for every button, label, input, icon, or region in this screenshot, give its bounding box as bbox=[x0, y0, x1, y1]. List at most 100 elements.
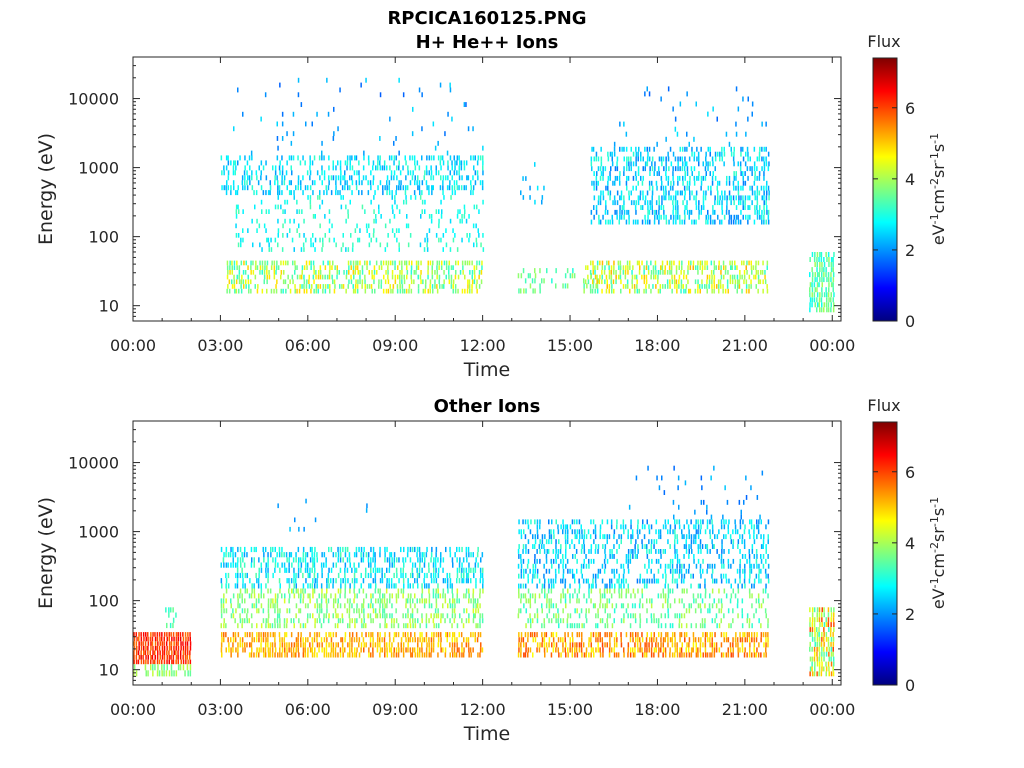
heatmap-cell bbox=[675, 279, 678, 285]
heatmap-cell bbox=[312, 593, 314, 599]
heatmap-cell bbox=[619, 171, 621, 176]
heatmap-cell bbox=[536, 608, 539, 614]
heatmap-cell bbox=[609, 171, 611, 176]
heatmap-cell bbox=[534, 268, 536, 274]
heatmap-cell bbox=[539, 268, 541, 274]
heatmap-cell bbox=[449, 546, 451, 553]
heatmap-cell bbox=[590, 519, 592, 525]
heatmap-cell bbox=[693, 219, 695, 225]
colorbar-tick-label: 2 bbox=[905, 241, 915, 260]
heatmap-cell bbox=[823, 277, 825, 283]
heatmap-cell bbox=[574, 578, 576, 584]
heatmap-cell bbox=[650, 260, 652, 266]
heatmap-cell bbox=[534, 534, 537, 540]
heatmap-cell bbox=[343, 270, 345, 275]
heatmap-cell bbox=[456, 185, 459, 191]
heatmap-cell bbox=[717, 151, 719, 157]
heatmap-cell bbox=[638, 146, 640, 152]
heatmap-cell bbox=[387, 274, 389, 280]
heatmap-cell bbox=[390, 647, 393, 653]
heatmap-cell bbox=[281, 552, 283, 558]
heatmap-cell bbox=[318, 632, 321, 638]
heatmap-cell bbox=[482, 233, 484, 238]
heatmap-cell bbox=[732, 618, 734, 624]
heatmap-cell bbox=[548, 583, 550, 589]
heatmap-cell bbox=[384, 572, 386, 579]
heatmap-cell bbox=[620, 578, 623, 584]
heatmap-cell bbox=[713, 598, 715, 604]
heatmap-cell bbox=[418, 546, 421, 553]
heatmap-cell bbox=[314, 623, 316, 629]
heatmap-cell bbox=[675, 265, 678, 270]
heatmap-cell bbox=[309, 195, 312, 200]
heatmap-cell bbox=[226, 274, 229, 280]
heatmap-cell bbox=[658, 618, 660, 624]
heatmap-cell bbox=[527, 519, 529, 525]
heatmap-cell bbox=[250, 150, 253, 156]
heatmap-cell bbox=[349, 588, 351, 594]
heatmap-cell bbox=[677, 180, 679, 186]
heatmap-cell bbox=[251, 637, 253, 643]
heatmap-cell bbox=[654, 166, 656, 172]
heatmap-cell bbox=[669, 185, 672, 191]
heatmap-cell bbox=[811, 277, 814, 283]
heatmap-cell bbox=[417, 175, 419, 181]
heatmap-cell bbox=[737, 539, 740, 545]
heatmap-cell bbox=[765, 121, 767, 127]
heatmap-cell bbox=[595, 573, 597, 579]
heatmap-cell bbox=[688, 260, 690, 266]
heatmap-cell bbox=[553, 534, 555, 540]
heatmap-cell bbox=[381, 165, 384, 171]
heatmap-cell bbox=[364, 284, 366, 289]
heatmap-cell bbox=[339, 180, 342, 186]
heatmap-cell bbox=[161, 645, 164, 651]
heatmap-cell bbox=[523, 603, 525, 609]
heatmap-cell bbox=[594, 270, 596, 275]
heatmap-cell bbox=[737, 161, 739, 167]
heatmap-cell bbox=[225, 155, 228, 161]
heatmap-cell bbox=[234, 288, 236, 294]
heatmap-cell bbox=[827, 307, 830, 313]
heatmap-cell bbox=[444, 593, 446, 599]
heatmap-cell bbox=[595, 283, 597, 289]
heatmap-cell bbox=[166, 645, 168, 651]
heatmap-cell bbox=[312, 588, 314, 594]
heatmap-cell bbox=[258, 652, 260, 658]
heatmap-cell bbox=[726, 200, 728, 206]
heatmap-cell bbox=[696, 146, 698, 152]
heatmap-cell bbox=[344, 552, 347, 558]
heatmap-cell bbox=[809, 282, 812, 288]
heatmap-cell bbox=[592, 603, 595, 609]
heatmap-cell bbox=[239, 603, 241, 609]
heatmap-cell bbox=[681, 156, 683, 162]
heatmap-cell bbox=[659, 288, 661, 294]
heatmap-cell bbox=[632, 161, 635, 167]
heatmap-cell bbox=[764, 274, 766, 280]
heatmap-cell bbox=[445, 228, 447, 233]
heatmap-cell bbox=[356, 593, 358, 599]
heatmap-cell bbox=[683, 270, 685, 275]
heatmap-cell bbox=[300, 102, 303, 107]
heatmap-cell bbox=[596, 274, 598, 280]
heatmap-cell bbox=[133, 645, 136, 651]
heatmap-cell bbox=[140, 650, 142, 656]
heatmap-cell bbox=[273, 270, 276, 275]
heatmap-cell bbox=[627, 563, 629, 569]
heatmap-cell bbox=[342, 618, 344, 624]
heatmap-cell bbox=[383, 593, 386, 599]
heatmap-cell bbox=[356, 578, 358, 584]
heatmap-cell bbox=[613, 544, 615, 549]
heatmap-cell bbox=[426, 642, 428, 648]
heatmap-cell bbox=[459, 270, 462, 275]
heatmap-cell bbox=[660, 613, 663, 619]
heatmap-cell bbox=[337, 598, 339, 604]
heatmap-cell bbox=[277, 228, 280, 233]
heatmap-cell bbox=[230, 598, 232, 604]
heatmap-cell bbox=[606, 583, 608, 589]
heatmap-cell bbox=[386, 180, 388, 186]
heatmap-cell bbox=[319, 618, 321, 624]
heatmap-cell bbox=[562, 573, 565, 579]
heatmap-cell bbox=[533, 544, 536, 549]
heatmap-cell bbox=[611, 549, 613, 554]
heatmap-cell bbox=[154, 659, 156, 665]
